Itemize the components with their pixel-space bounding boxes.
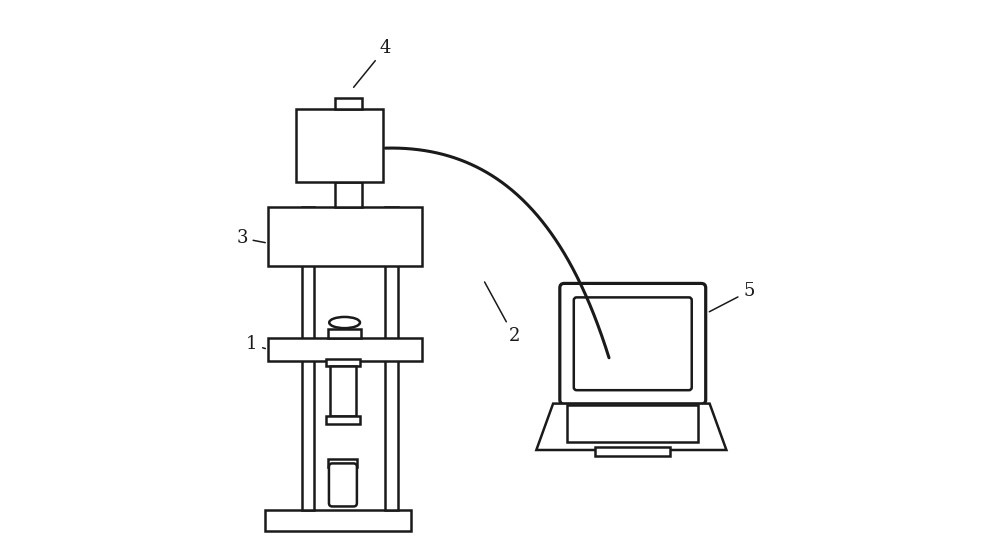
Ellipse shape xyxy=(329,317,360,328)
Bar xyxy=(385,207,398,510)
Bar xyxy=(567,405,698,442)
Bar xyxy=(335,98,362,109)
Bar xyxy=(326,416,360,424)
Text: 3: 3 xyxy=(236,229,265,247)
Bar xyxy=(335,182,362,207)
Bar xyxy=(268,207,422,266)
FancyBboxPatch shape xyxy=(560,283,706,404)
Polygon shape xyxy=(536,404,726,450)
FancyBboxPatch shape xyxy=(574,297,692,390)
Bar xyxy=(328,329,361,338)
Bar xyxy=(265,510,411,531)
Bar xyxy=(328,459,357,467)
Bar xyxy=(564,404,701,410)
Text: 2: 2 xyxy=(485,282,520,345)
Bar xyxy=(326,359,360,366)
Text: 5: 5 xyxy=(709,282,755,312)
Text: 1: 1 xyxy=(246,335,265,353)
Bar xyxy=(330,366,356,416)
Bar xyxy=(296,109,383,182)
Bar xyxy=(302,207,314,510)
Bar xyxy=(268,338,422,361)
Bar xyxy=(595,447,670,456)
FancyBboxPatch shape xyxy=(329,463,357,506)
Text: 4: 4 xyxy=(354,39,391,87)
